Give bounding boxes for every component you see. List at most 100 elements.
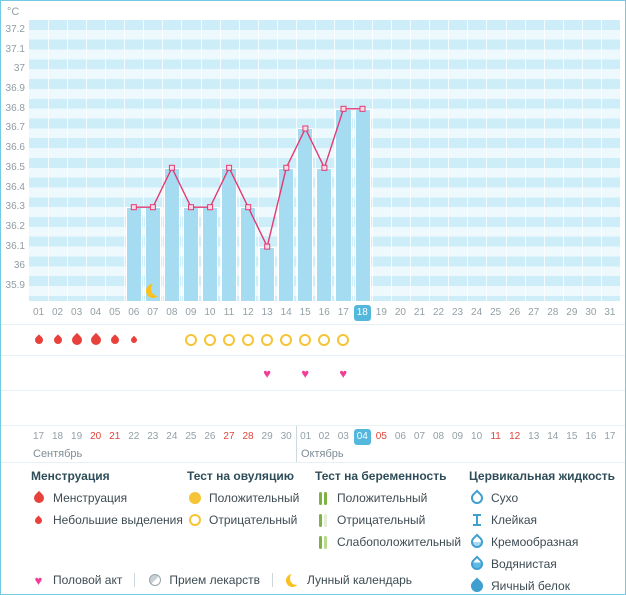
menstruation-drop-icon (129, 335, 138, 345)
calendar-day-cell[interactable]: 23 (143, 427, 162, 446)
calendar-day-cell[interactable]: 14 (543, 427, 562, 446)
cycle-day-cell[interactable]: 13 (258, 303, 277, 323)
cycle-day-cell[interactable]: 18 (353, 303, 372, 323)
intercourse-cell (429, 357, 448, 389)
row-divider (1, 390, 625, 391)
cycle-day-cell[interactable]: 03 (67, 303, 86, 323)
calendar-day-cell[interactable]: 12 (505, 427, 524, 446)
legend-label: Сухо (491, 491, 519, 505)
cycle-day-cell[interactable]: 25 (486, 303, 505, 323)
calendar-day-cell[interactable]: 03 (334, 427, 353, 446)
calendar-day-cell[interactable]: 10 (467, 427, 486, 446)
cycle-day-cell[interactable]: 19 (372, 303, 391, 323)
cycle-day-cell[interactable]: 06 (124, 303, 143, 323)
calendar-day-cell[interactable]: 04 (353, 427, 372, 446)
calendar-day-cell[interactable]: 22 (124, 427, 143, 446)
calendar-day-cell[interactable]: 17 (29, 427, 48, 446)
legend-label: Лунный календарь (307, 573, 413, 587)
heart-icon: ♥ (34, 572, 43, 588)
cycle-day-cell[interactable]: 21 (410, 303, 429, 323)
intercourse-cell (543, 357, 562, 389)
intercourse-cell (410, 357, 429, 389)
calendar-day-cell[interactable]: 05 (372, 427, 391, 446)
cycle-day-cell[interactable]: 14 (277, 303, 296, 323)
vertical-grid-line (200, 20, 202, 301)
cycle-day-cell[interactable]: 15 (296, 303, 315, 323)
ovulation-test-icon (184, 334, 197, 346)
cycle-day-cell[interactable]: 11 (219, 303, 238, 323)
cycle-day-label: 31 (604, 307, 616, 318)
legend-section-pregnancy: Тест на беременность Положительный Отрицат… (315, 469, 461, 549)
cycle-day-label: 28 (547, 307, 559, 318)
cycle-day-cell[interactable]: 05 (105, 303, 124, 323)
legend-item: Кремообразная (468, 533, 615, 551)
cycle-day-cell[interactable]: 28 (543, 303, 562, 323)
cycle-day-cell[interactable]: 16 (315, 303, 334, 323)
intercourse-heart-icon: ♥ (339, 365, 348, 381)
legend-section-ovulation: Тест на овуляцию Положительный Отрицательн… (187, 469, 299, 527)
cycle-day-cell[interactable]: 29 (562, 303, 581, 323)
calendar-day-cell[interactable]: 21 (105, 427, 124, 446)
cycle-day-cell[interactable]: 10 (200, 303, 219, 323)
legend-extras-row: ♥ Половой акт Прием лекарств Лунный календа… (31, 573, 412, 587)
calendar-day-cell[interactable]: 06 (391, 427, 410, 446)
cycle-day-cell[interactable]: 04 (86, 303, 105, 323)
cycle-day-cell[interactable]: 07 (143, 303, 162, 323)
cycle-day-cell[interactable]: 09 (181, 303, 200, 323)
calendar-day-cell[interactable]: 07 (410, 427, 429, 446)
vertical-grid-line (486, 20, 488, 301)
marker-cell (124, 326, 143, 354)
calendar-day-cell[interactable]: 29 (258, 427, 277, 446)
cycle-day-cell[interactable]: 17 (334, 303, 353, 323)
vertical-grid-line (372, 20, 374, 301)
calendar-day-cell[interactable]: 18 (48, 427, 67, 446)
calendar-day-cell[interactable]: 17 (600, 427, 619, 446)
cycle-day-cell[interactable]: 26 (505, 303, 524, 323)
cycle-day-cell[interactable]: 02 (48, 303, 67, 323)
legend-label: Небольшие выделения (53, 513, 183, 527)
calendar-day-cell[interactable]: 26 (200, 427, 219, 446)
intercourse-cell (105, 357, 124, 389)
calendar-day-cell[interactable]: 30 (277, 427, 296, 446)
y-axis-tick-label: 36.2 (5, 220, 25, 232)
cycle-day-label: 07 (147, 307, 159, 318)
marker-cell (562, 326, 581, 354)
y-axis-tick-label: 36 (13, 260, 25, 272)
cycle-day-cell[interactable]: 27 (524, 303, 543, 323)
cycle-day-cell[interactable]: 22 (429, 303, 448, 323)
calendar-day-cell[interactable]: 20 (86, 427, 105, 446)
cycle-day-cell[interactable]: 23 (448, 303, 467, 323)
month-divider (295, 426, 297, 462)
marker-cell (543, 326, 562, 354)
row-divider (1, 425, 625, 426)
legend-item: Клейкая (469, 513, 615, 527)
intercourse-cell (581, 357, 600, 389)
calendar-day-cell[interactable]: 19 (67, 427, 86, 446)
calendar-day-cell[interactable]: 27 (219, 427, 238, 446)
cycle-day-cell[interactable]: 20 (391, 303, 410, 323)
calendar-day-cell[interactable]: 11 (486, 427, 505, 446)
cycle-day-cell[interactable]: 30 (581, 303, 600, 323)
legend-item: Отрицательный (315, 513, 461, 527)
cycle-day-cell[interactable]: 01 (29, 303, 48, 323)
calendar-day-cell[interactable]: 01 (295, 427, 315, 446)
cycle-day-label: 16 (318, 307, 330, 318)
calendar-day-cell[interactable]: 15 (562, 427, 581, 446)
cycle-day-cell[interactable]: 08 (162, 303, 181, 323)
calendar-day-cell[interactable]: 02 (315, 427, 334, 446)
calendar-day-label: 21 (109, 430, 121, 442)
cycle-day-cell[interactable]: 12 (239, 303, 258, 323)
calendar-day-cell[interactable]: 28 (239, 427, 258, 446)
marker-cell (200, 326, 219, 354)
marker-cell (315, 326, 334, 354)
cycle-day-cell[interactable]: 24 (467, 303, 486, 323)
cycle-day-label: 25 (490, 307, 502, 318)
calendar-day-cell[interactable]: 09 (448, 427, 467, 446)
intercourse-cell (524, 357, 543, 389)
calendar-day-cell[interactable]: 08 (429, 427, 448, 446)
calendar-day-cell[interactable]: 13 (524, 427, 543, 446)
calendar-day-cell[interactable]: 16 (581, 427, 600, 446)
cycle-day-cell[interactable]: 31 (600, 303, 619, 323)
calendar-day-cell[interactable]: 25 (181, 427, 200, 446)
calendar-day-cell[interactable]: 24 (162, 427, 181, 446)
